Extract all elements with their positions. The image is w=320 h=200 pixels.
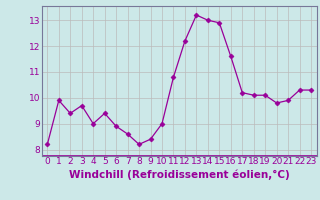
X-axis label: Windchill (Refroidissement éolien,°C): Windchill (Refroidissement éolien,°C): [69, 169, 290, 180]
